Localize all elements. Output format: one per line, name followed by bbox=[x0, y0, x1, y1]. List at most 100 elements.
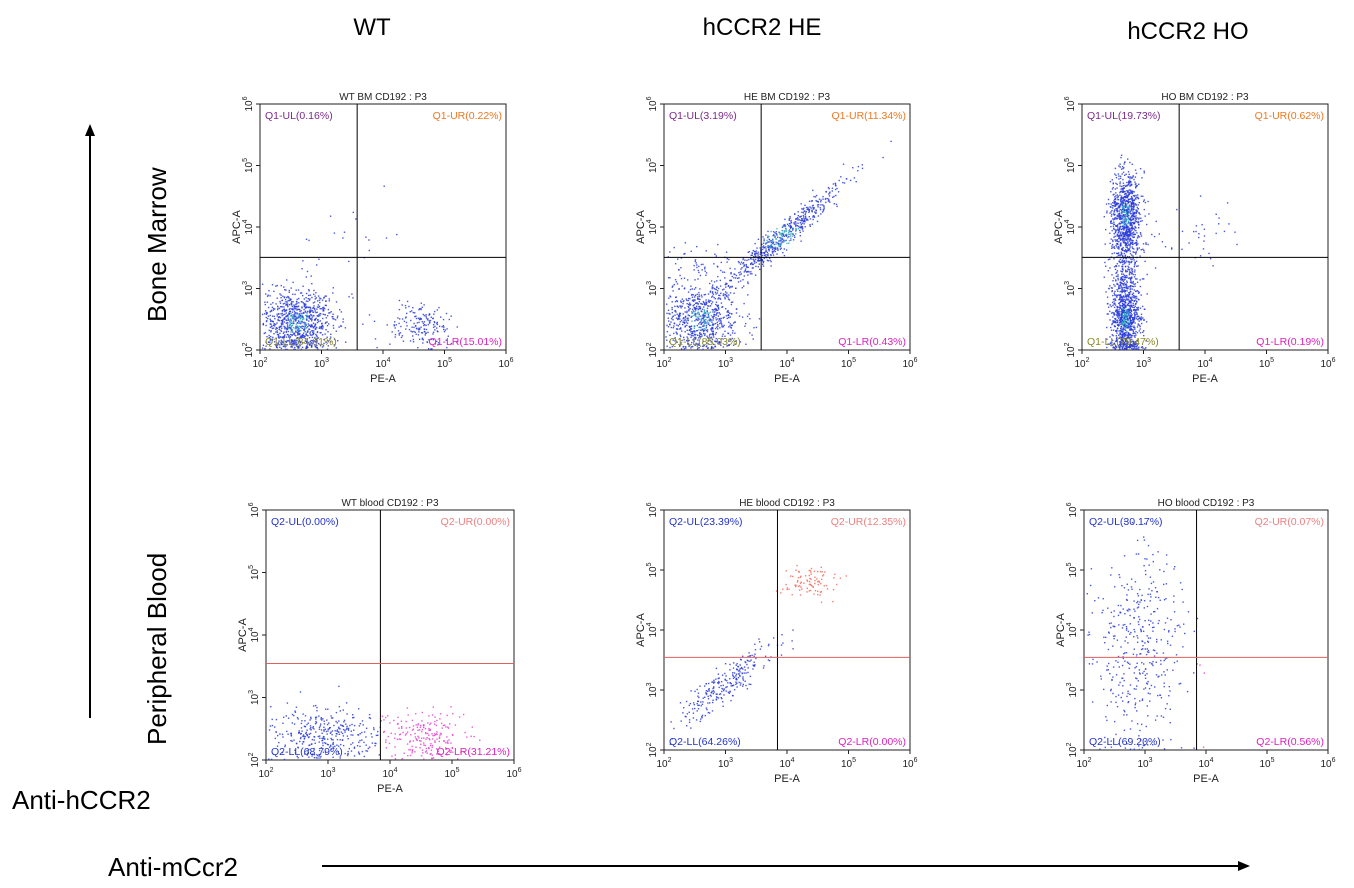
x-tick-label: 103 bbox=[1137, 757, 1152, 770]
x-tick-label: 104 bbox=[779, 757, 794, 770]
x-tick-label: 106 bbox=[902, 357, 917, 370]
flow-plot-5: HE blood CD192 : P3 PE-A APC-A 102 103 104 105… bbox=[635, 498, 918, 785]
y-tick-label: 103 bbox=[1064, 281, 1077, 296]
x-tick-label: 104 bbox=[779, 357, 794, 370]
quadrant-label-q1-lr: Q1-LR(0.19%) bbox=[1256, 336, 1324, 348]
x-tick-label: 106 bbox=[902, 757, 917, 770]
y-tick-label: 102 bbox=[646, 342, 659, 357]
plot-frame bbox=[663, 103, 911, 351]
y-tick-label: 104 bbox=[646, 219, 659, 234]
y-tick-label: 103 bbox=[242, 281, 255, 296]
y-tick-label: 102 bbox=[248, 752, 261, 767]
y-tick-label: 104 bbox=[1066, 622, 1079, 637]
y-tick-label: 106 bbox=[248, 502, 261, 517]
quadrant-label-q2-lr: Q2-LR(31.21%) bbox=[436, 746, 510, 758]
y-tick-label: 106 bbox=[242, 96, 255, 111]
quadrant-label-q2-ul: Q2-UL(23.39%) bbox=[669, 516, 743, 528]
y-tick-label: 102 bbox=[1066, 742, 1079, 757]
quadrant-label-q2-lr: Q2-LR(0.00%) bbox=[838, 736, 906, 748]
quadrant-label-q2-lr: Q2-LR(0.56%) bbox=[1256, 736, 1324, 748]
scatter-points bbox=[665, 140, 892, 351]
quadrant-label-q2-ul: Q2-UL(0.00%) bbox=[271, 516, 339, 528]
y-tick-label: 103 bbox=[646, 281, 659, 296]
quadrant-label-q2-ll: Q2-LL(69.20%) bbox=[1089, 736, 1161, 748]
x-tick-label: 102 bbox=[252, 357, 267, 370]
x-tick-label: 106 bbox=[506, 767, 521, 780]
x-tick-label: 102 bbox=[1076, 757, 1091, 770]
plot-frame bbox=[1083, 509, 1329, 751]
x-tick-label: 103 bbox=[1136, 357, 1151, 370]
x-tick-label: 105 bbox=[444, 767, 459, 780]
x-axis-label: PE-A bbox=[1192, 373, 1218, 385]
x-axis-label: PE-A bbox=[774, 373, 800, 385]
y-axis-label: APC-A bbox=[635, 613, 647, 647]
quadrant-label-q1-ul: Q1-UL(19.73%) bbox=[1087, 110, 1161, 122]
x-tick-label: 102 bbox=[656, 357, 671, 370]
x-tick-label: 104 bbox=[375, 357, 390, 370]
x-tick-label: 102 bbox=[656, 757, 671, 770]
x-axis-label: PE-A bbox=[1193, 773, 1219, 785]
y-axis-label: APC-A bbox=[237, 618, 249, 652]
scatter-points bbox=[261, 185, 459, 351]
quadrant-label-q2-ul: Q2-UL(30.17%) bbox=[1089, 516, 1163, 528]
quadrant-label-q1-ll: Q1-LL(79.47%) bbox=[1087, 336, 1159, 348]
flow-plot-3: HO BM CD192 : P3 PE-A APC-A 102 103 104 105 106… bbox=[1053, 92, 1336, 385]
x-tick-label: 103 bbox=[718, 757, 733, 770]
plot-title: HE BM CD192 : P3 bbox=[744, 92, 831, 103]
y-axis-label: APC-A bbox=[1053, 210, 1065, 244]
x-tick-label: 105 bbox=[1259, 757, 1274, 770]
x-axis-label: PE-A bbox=[377, 783, 403, 795]
x-axis-label: PE-A bbox=[774, 773, 800, 785]
y-tick-label: 104 bbox=[1064, 219, 1077, 234]
quadrant-label-q1-ur: Q1-UR(0.62%) bbox=[1255, 110, 1324, 122]
x-tick-label: 104 bbox=[1198, 757, 1213, 770]
plot-title: WT BM CD192 : P3 bbox=[339, 92, 427, 103]
y-axis-label: APC-A bbox=[231, 210, 243, 244]
column-header-wt: WT bbox=[353, 14, 391, 41]
y-tick-label: 105 bbox=[1064, 158, 1077, 173]
scatter-points bbox=[669, 564, 847, 745]
plot-title: WT blood CD192 : P3 bbox=[341, 498, 439, 509]
y-tick-label: 105 bbox=[646, 562, 659, 577]
flow-plot-1: WT BM CD192 : P3 PE-A APC-A 102 103 104 105 106… bbox=[231, 92, 514, 385]
quadrant-label-q1-ll: Q1-LL(84.61%) bbox=[265, 336, 337, 348]
y-tick-label: 105 bbox=[1066, 562, 1079, 577]
y-tick-label: 105 bbox=[646, 158, 659, 173]
flow-plot-6: HO blood CD192 : P3 PE-A APC-A 102 103 104 105… bbox=[1055, 498, 1336, 785]
y-tick-label: 106 bbox=[646, 96, 659, 111]
x-tick-label: 106 bbox=[1320, 357, 1335, 370]
x-axis-label: PE-A bbox=[370, 373, 396, 385]
quadrant-label-q2-ur: Q2-UR(12.35%) bbox=[831, 516, 906, 528]
quadrant-label-q1-lr: Q1-LR(0.43%) bbox=[838, 336, 906, 348]
quadrant-label-q1-ur: Q1-UR(0.22%) bbox=[433, 110, 502, 122]
horizontal-axis-name: Anti-mCcr2 bbox=[108, 852, 239, 882]
x-tick-label: 105 bbox=[841, 757, 856, 770]
x-tick-label: 106 bbox=[1320, 757, 1335, 770]
quadrant-label-q2-ur: Q2-UR(0.07%) bbox=[1255, 516, 1324, 528]
y-tick-label: 104 bbox=[646, 622, 659, 637]
vertical-axis-name: Anti-hCCR2 bbox=[12, 785, 151, 815]
x-tick-label: 103 bbox=[718, 357, 733, 370]
column-header-hccr2-he: hCCR2 HE bbox=[702, 14, 822, 41]
plot-frame bbox=[259, 103, 507, 351]
column-header-hccr2-ho: hCCR2 HO bbox=[1127, 18, 1249, 45]
quadrant-label-q2-ll: Q2-LL(68.79%) bbox=[271, 746, 343, 758]
quadrant-label-q1-ul: Q1-UL(3.19%) bbox=[669, 110, 737, 122]
x-tick-label: 103 bbox=[314, 357, 329, 370]
quadrant-label-q1-ul: Q1-UL(0.16%) bbox=[265, 110, 333, 122]
x-tick-label: 103 bbox=[320, 767, 335, 780]
scatter-points bbox=[1103, 154, 1238, 351]
y-tick-label: 106 bbox=[646, 502, 659, 517]
y-tick-label: 104 bbox=[242, 219, 255, 234]
x-tick-label: 105 bbox=[1259, 357, 1274, 370]
y-tick-label: 105 bbox=[248, 565, 261, 580]
scatter-points bbox=[1086, 520, 1205, 751]
plot-frame bbox=[265, 509, 515, 761]
x-tick-label: 102 bbox=[1074, 357, 1089, 370]
plot-title: HO blood CD192 : P3 bbox=[1158, 498, 1255, 509]
plot-frame bbox=[663, 509, 911, 751]
quadrant-label-q1-lr: Q1-LR(15.01%) bbox=[428, 336, 502, 348]
y-tick-label: 103 bbox=[646, 682, 659, 697]
y-tick-label: 102 bbox=[242, 342, 255, 357]
